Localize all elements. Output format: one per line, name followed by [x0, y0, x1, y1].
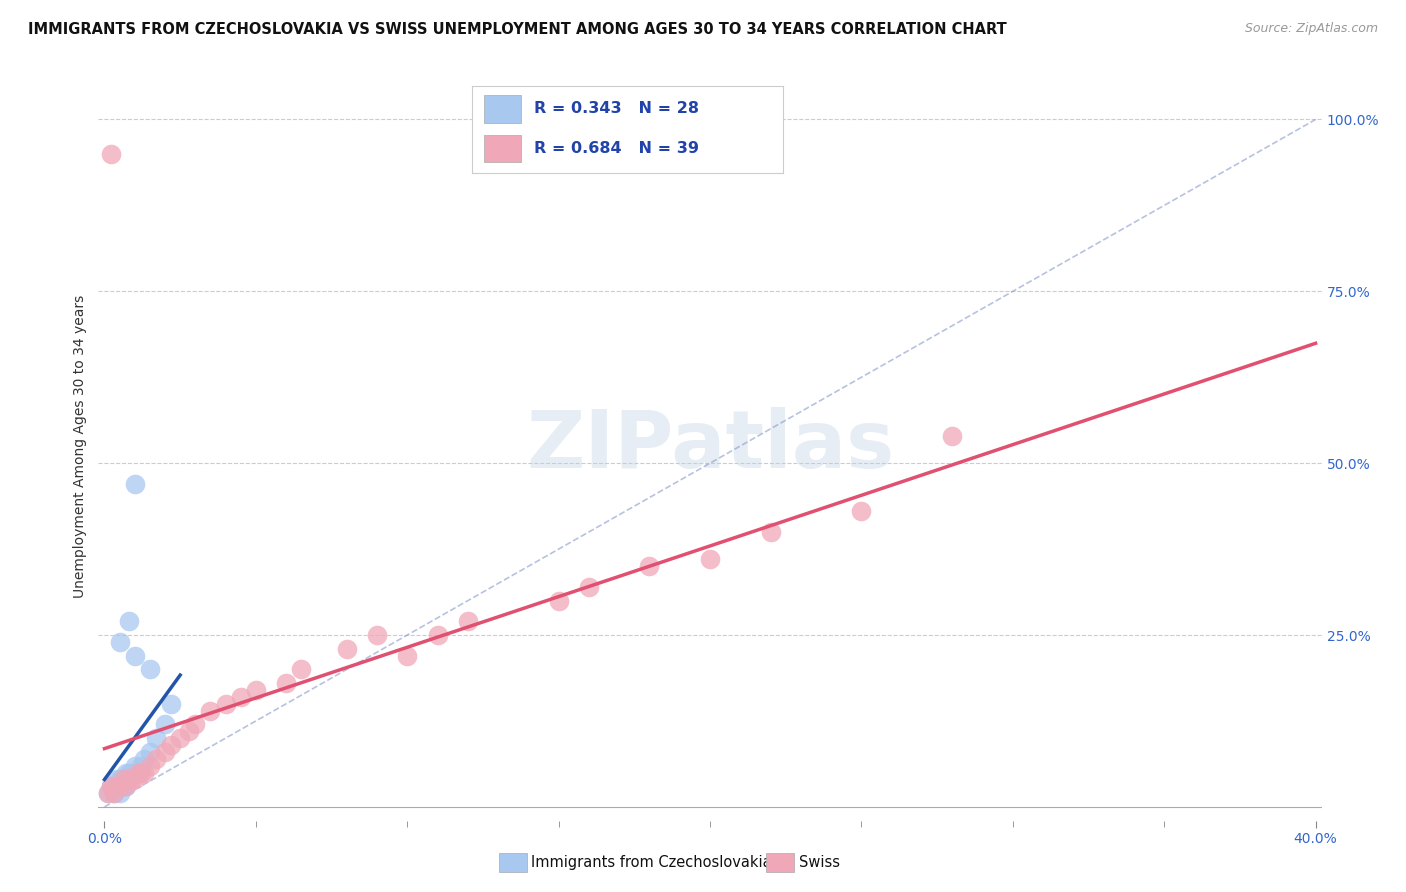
Point: [105, 779, 128, 793]
Point: [118, 615, 141, 629]
Point: [214, 697, 236, 711]
Point: [245, 683, 267, 698]
Point: [103, 779, 125, 793]
Point: [200, 704, 222, 718]
Point: [114, 765, 136, 780]
Point: [160, 697, 183, 711]
Point: [124, 648, 146, 663]
Text: Source: ZipAtlas.com: Source: ZipAtlas.com: [1244, 22, 1378, 36]
Point: [132, 752, 155, 766]
Point: [111, 779, 134, 793]
Point: [184, 717, 207, 731]
Point: [153, 717, 176, 731]
Point: [139, 745, 162, 759]
Point: [105, 772, 128, 787]
Point: [851, 504, 873, 518]
Point: [290, 662, 312, 676]
Point: [105, 779, 128, 793]
Text: Immigrants from Czechoslovakia: Immigrants from Czechoslovakia: [531, 855, 772, 870]
Point: [100, 779, 122, 793]
Point: [229, 690, 252, 704]
Point: [457, 615, 479, 629]
Point: [96, 786, 118, 800]
Point: [111, 772, 134, 787]
Point: [699, 552, 721, 566]
Point: [96, 786, 118, 800]
Point: [108, 635, 131, 649]
Point: [118, 772, 141, 787]
Point: [276, 676, 298, 690]
Point: [160, 738, 183, 752]
Point: [139, 662, 162, 676]
Text: IMMIGRANTS FROM CZECHOSLOVAKIA VS SWISS UNEMPLOYMENT AMONG AGES 30 TO 34 YEARS C: IMMIGRANTS FROM CZECHOSLOVAKIA VS SWISS …: [28, 22, 1007, 37]
Point: [426, 628, 449, 642]
Point: [111, 772, 134, 787]
Point: [759, 524, 782, 539]
Point: [941, 428, 963, 442]
Point: [124, 476, 146, 491]
Point: [547, 593, 569, 607]
Point: [114, 779, 136, 793]
Point: [103, 786, 125, 800]
Point: [100, 779, 122, 793]
Point: [139, 758, 162, 772]
Point: [153, 745, 176, 759]
Point: [578, 580, 600, 594]
Point: [118, 765, 141, 780]
Point: [108, 779, 131, 793]
Point: [124, 772, 146, 787]
Point: [638, 559, 661, 574]
Point: [396, 648, 419, 663]
Point: [366, 628, 388, 642]
Point: [108, 772, 131, 787]
Point: [336, 641, 359, 656]
Point: [121, 765, 143, 780]
Point: [132, 765, 155, 780]
Point: [129, 758, 152, 772]
Point: [100, 146, 122, 161]
Point: [145, 752, 167, 766]
Point: [124, 758, 146, 772]
Y-axis label: Unemployment Among Ages 30 to 34 years: Unemployment Among Ages 30 to 34 years: [73, 294, 87, 598]
Point: [169, 731, 191, 746]
Point: [114, 779, 136, 793]
Text: Swiss: Swiss: [799, 855, 839, 870]
Point: [145, 731, 167, 746]
Text: ZIPatlas: ZIPatlas: [526, 407, 894, 485]
Point: [179, 724, 201, 739]
Point: [103, 786, 125, 800]
Point: [121, 772, 143, 787]
Point: [127, 765, 149, 780]
Point: [129, 765, 152, 780]
Point: [118, 772, 141, 787]
Point: [127, 765, 149, 780]
Point: [108, 786, 131, 800]
